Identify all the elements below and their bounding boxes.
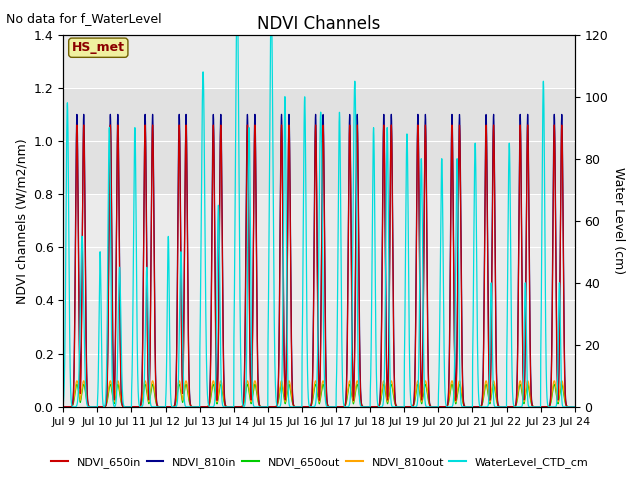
Y-axis label: Water Level (cm): Water Level (cm)	[612, 167, 625, 274]
Title: NDVI Channels: NDVI Channels	[257, 15, 381, 33]
Y-axis label: NDVI channels (W/m2/nm): NDVI channels (W/m2/nm)	[15, 138, 28, 303]
Text: No data for f_WaterLevel: No data for f_WaterLevel	[6, 12, 162, 25]
Text: HS_met: HS_met	[72, 41, 125, 54]
Legend: NDVI_650in, NDVI_810in, NDVI_650out, NDVI_810out, WaterLevel_CTD_cm: NDVI_650in, NDVI_810in, NDVI_650out, NDV…	[47, 452, 593, 472]
Bar	[63, 88, 575, 194]
